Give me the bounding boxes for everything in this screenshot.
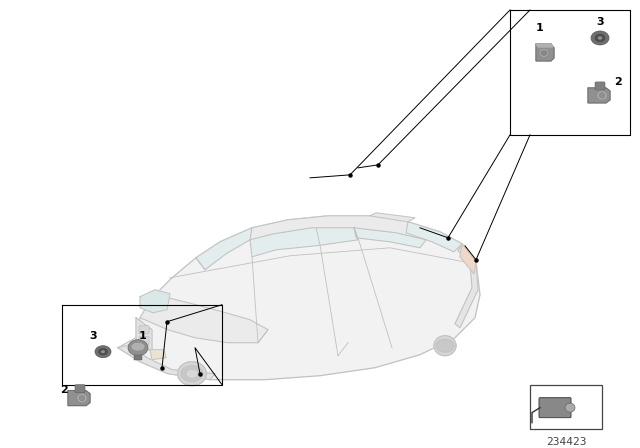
Text: 2: 2 xyxy=(614,77,622,87)
Polygon shape xyxy=(455,244,478,328)
Bar xyxy=(530,385,602,429)
Text: 2: 2 xyxy=(60,385,68,395)
Ellipse shape xyxy=(597,91,607,100)
Ellipse shape xyxy=(541,51,547,56)
Polygon shape xyxy=(536,44,553,47)
Polygon shape xyxy=(370,213,415,222)
Ellipse shape xyxy=(436,339,454,352)
Ellipse shape xyxy=(131,342,145,351)
FancyBboxPatch shape xyxy=(139,337,149,345)
Polygon shape xyxy=(250,228,358,257)
Polygon shape xyxy=(434,336,456,356)
Polygon shape xyxy=(136,318,152,352)
Polygon shape xyxy=(140,290,170,313)
FancyBboxPatch shape xyxy=(139,326,149,334)
Ellipse shape xyxy=(99,349,108,355)
Polygon shape xyxy=(68,391,90,405)
Polygon shape xyxy=(196,228,252,270)
Ellipse shape xyxy=(128,340,148,356)
Polygon shape xyxy=(118,216,480,379)
Ellipse shape xyxy=(101,350,105,353)
Ellipse shape xyxy=(595,34,605,42)
FancyBboxPatch shape xyxy=(75,385,85,392)
Polygon shape xyxy=(118,345,215,379)
Polygon shape xyxy=(250,216,440,240)
Text: 234423: 234423 xyxy=(546,437,586,447)
Text: 1: 1 xyxy=(536,23,544,33)
Ellipse shape xyxy=(598,36,602,40)
Polygon shape xyxy=(588,88,610,103)
Ellipse shape xyxy=(539,48,549,57)
Ellipse shape xyxy=(186,369,198,378)
Polygon shape xyxy=(178,362,206,386)
Bar xyxy=(134,355,142,361)
FancyBboxPatch shape xyxy=(539,398,571,418)
FancyBboxPatch shape xyxy=(595,82,605,90)
Ellipse shape xyxy=(599,93,605,98)
Ellipse shape xyxy=(591,31,609,45)
Ellipse shape xyxy=(181,366,203,382)
Polygon shape xyxy=(406,222,462,252)
Text: 3: 3 xyxy=(89,331,97,341)
Polygon shape xyxy=(354,228,426,248)
Polygon shape xyxy=(140,298,268,343)
Text: 3: 3 xyxy=(596,17,604,27)
Polygon shape xyxy=(460,244,476,274)
Text: 1: 1 xyxy=(139,331,147,341)
Polygon shape xyxy=(536,44,554,61)
Ellipse shape xyxy=(565,403,575,412)
Ellipse shape xyxy=(79,396,85,401)
Ellipse shape xyxy=(77,394,87,403)
Ellipse shape xyxy=(95,346,111,358)
Polygon shape xyxy=(150,350,166,360)
